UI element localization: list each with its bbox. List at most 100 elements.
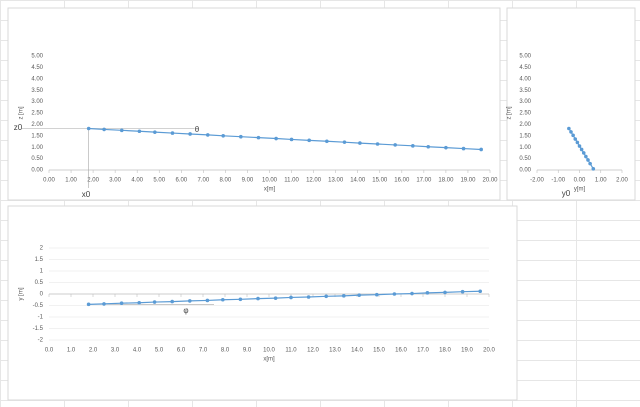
- point: [375, 142, 380, 146]
- y-tick-label: 1.50: [519, 133, 531, 139]
- x-tick-label: 0.0: [45, 348, 54, 354]
- x-tick-label: 1.0: [67, 348, 76, 354]
- y-tick-label: 1.00: [31, 145, 43, 151]
- point: [289, 137, 294, 142]
- y-tick-label: 5.00: [519, 54, 531, 60]
- y-tick-label: 4.50: [31, 65, 43, 71]
- point: [153, 130, 157, 134]
- x-tick-label: 20.00: [482, 178, 498, 184]
- point: [221, 134, 225, 138]
- point: [588, 161, 592, 166]
- x-tick-label: 8.0: [221, 348, 230, 354]
- point: [571, 133, 575, 138]
- point: [461, 146, 466, 151]
- point: [579, 147, 584, 152]
- point: [152, 300, 157, 304]
- point: [274, 136, 278, 141]
- y-tick-label: 2.50: [519, 111, 531, 117]
- x-tick-label: 0.00: [43, 178, 55, 184]
- y-tick-label: 4.00: [31, 76, 43, 82]
- y-tick-label: 3.00: [31, 99, 43, 105]
- x-tick-label: 9.0: [243, 348, 252, 354]
- x-tick-label: 1.00: [595, 178, 607, 184]
- x-tick-label: 4.00: [131, 178, 143, 184]
- x-tick-label: 13.00: [328, 178, 344, 184]
- point: [325, 139, 329, 144]
- x-tick-label: 11.00: [284, 178, 299, 184]
- chart-box: [7, 7, 501, 201]
- x-tick-label: 2.00: [87, 178, 99, 184]
- x-tick-label: 6.0: [177, 348, 186, 354]
- x-tick-label: 13.0: [329, 348, 341, 354]
- x-tick-label: 10.0: [263, 348, 275, 354]
- annotation: z0: [14, 123, 23, 132]
- x-tick-label: 15.0: [373, 348, 385, 354]
- y-tick-label: 3.50: [519, 88, 531, 94]
- point: [411, 144, 415, 148]
- x-tick-label: 3.00: [109, 178, 121, 184]
- y-tick-label: 1.5: [35, 257, 44, 263]
- point: [289, 295, 293, 300]
- x-tick-label: 14.0: [351, 348, 363, 354]
- point: [86, 302, 91, 307]
- point: [581, 151, 586, 155]
- x-tick-label: 10.00: [262, 178, 278, 184]
- point: [569, 130, 573, 134]
- y-tick-label: -1.5: [33, 326, 44, 332]
- x-tick-label: 20.0: [483, 348, 495, 354]
- x-tick-label: 1.00: [65, 178, 77, 184]
- y-tick-label: 0.50: [519, 156, 531, 162]
- y-tick-label: 4.00: [519, 76, 531, 82]
- y-tick-label: 1: [40, 269, 44, 275]
- point: [584, 154, 588, 159]
- point: [324, 294, 329, 299]
- point: [443, 290, 447, 295]
- x-tick-label: 16.00: [394, 178, 410, 184]
- point: [119, 301, 124, 306]
- point: [221, 297, 225, 302]
- point: [426, 144, 431, 149]
- x-tick-label: 2.00: [616, 178, 628, 184]
- point: [357, 293, 362, 297]
- point: [170, 299, 174, 304]
- x-tick-label: 5.0: [155, 348, 164, 354]
- annotation: x0: [82, 190, 91, 199]
- y-tick-label: 1.00: [519, 145, 531, 151]
- y-tick-label: -1: [38, 315, 44, 321]
- x-tick-label: 17.00: [416, 178, 432, 184]
- point: [239, 134, 243, 139]
- x-tick-label: 12.00: [306, 178, 322, 184]
- x-axis-title: x[m]: [264, 187, 276, 193]
- point: [444, 145, 448, 150]
- x-tick-label: -2.00: [530, 178, 544, 184]
- y-tick-label: 3.00: [519, 99, 531, 105]
- point: [273, 296, 278, 300]
- point: [573, 137, 578, 141]
- point: [205, 133, 210, 137]
- x-tick-label: 17.0: [417, 348, 429, 354]
- annotation: θ: [195, 125, 200, 134]
- x-tick-label: 5.00: [153, 178, 165, 184]
- point: [137, 129, 142, 134]
- y-tick-label: 2.00: [31, 122, 43, 128]
- series-line: [88, 290, 481, 305]
- point: [586, 158, 590, 162]
- y-tick-label: 0: [40, 292, 44, 298]
- point: [342, 140, 347, 144]
- chart-box: [506, 7, 636, 201]
- x-tick-label: 0.00: [574, 178, 586, 184]
- y-tick-label: -2: [38, 338, 44, 344]
- x-axis-title: y[m]: [574, 187, 586, 193]
- point: [307, 138, 311, 143]
- y-tick-label: 2: [40, 246, 44, 252]
- y-axis-title: y [m]: [19, 287, 25, 300]
- y-tick-label: 5.00: [31, 54, 43, 60]
- x-tick-label: 3.0: [111, 348, 120, 354]
- point: [342, 294, 346, 298]
- annotation: φ: [183, 306, 188, 315]
- x-tick-label: 2.0: [89, 348, 98, 354]
- y-tick-label: 0.00: [519, 168, 531, 174]
- point: [392, 292, 397, 296]
- x-tick-label: 18.0: [439, 348, 451, 354]
- x-tick-label: 16.0: [395, 348, 407, 354]
